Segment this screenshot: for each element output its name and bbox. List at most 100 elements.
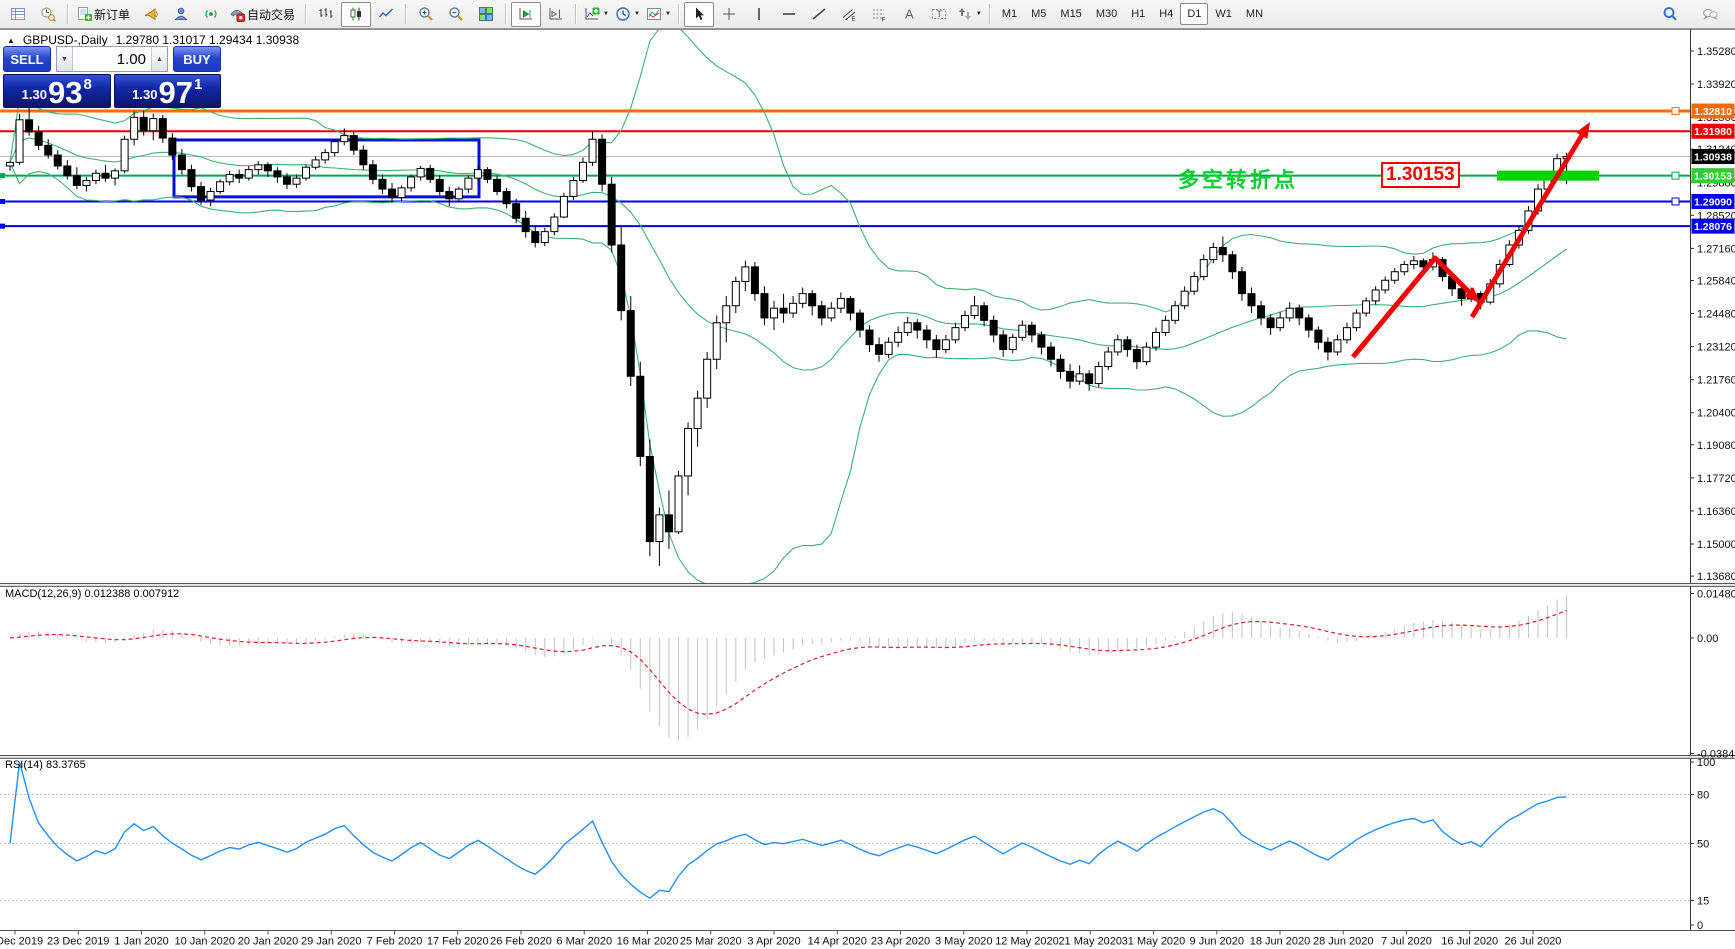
svg-text:50: 50	[1697, 839, 1709, 851]
indicators-dropdown-arrow[interactable]: ▼	[603, 11, 609, 17]
bar-chart-button[interactable]	[311, 2, 341, 27]
chart-area[interactable]: 1.352801.339201.325601.312401.298801.285…	[0, 29, 1735, 949]
svg-text:3 Dec 2019: 3 Dec 2019	[0, 936, 43, 948]
buy-price-pip: 1	[193, 76, 203, 93]
svg-text:16 Jul 2020: 16 Jul 2020	[1441, 936, 1498, 948]
buy-price-big: 97	[158, 75, 193, 110]
search-button[interactable]	[1655, 2, 1685, 27]
auto-trading-icon	[230, 10, 246, 22]
price-axis: 1.352801.339201.325601.312401.298801.285…	[1690, 29, 1735, 930]
macd-panel: 0.014807 0.00 -0.038415	[9, 588, 1735, 760]
tf-mn-button[interactable]: MN	[1245, 8, 1264, 20]
svg-text:9 Jun 2020: 9 Jun 2020	[1190, 936, 1244, 948]
green-highlight-bar[interactable]	[1497, 170, 1599, 181]
svg-text:21 May 2020: 21 May 2020	[1058, 936, 1122, 948]
toolbar-separator	[505, 4, 508, 24]
svg-text:1.25840: 1.25840	[1697, 275, 1735, 287]
auto-scroll-icon	[519, 8, 533, 20]
candlestick-icon	[350, 7, 362, 21]
shapes-button[interactable]: ▼	[954, 2, 985, 27]
new-order-button[interactable]: 新订单	[73, 2, 136, 27]
svg-text:28 Jun 2020: 28 Jun 2020	[1313, 936, 1374, 948]
tf-m15-button[interactable]: M15	[1060, 8, 1082, 20]
buy-price-display[interactable]: 1.30 97 1	[113, 74, 221, 110]
periods-dropdown-arrow[interactable]: ▼	[633, 11, 640, 17]
volume-increase-button[interactable]: ▲	[151, 47, 167, 71]
svg-text:1.31980: 1.31980	[1694, 126, 1732, 138]
rsi-name: RSI(14)	[5, 759, 43, 771]
tf-m30-button[interactable]: M30	[1095, 8, 1118, 20]
tf-h1-button[interactable]: H1	[1131, 8, 1146, 20]
svg-text:1.32810: 1.32810	[1694, 106, 1732, 118]
line-chart-icon	[379, 8, 394, 18]
shapes-dropdown-arrow[interactable]: ▼	[975, 11, 982, 17]
cursor-icon	[695, 7, 704, 20]
horizontal-line-icon	[782, 13, 795, 15]
alerts-button[interactable]	[136, 2, 166, 27]
horizontal-line-button[interactable]	[774, 2, 804, 27]
bar-chart-icon	[319, 8, 333, 18]
svg-text:23 Dec 2019: 23 Dec 2019	[47, 936, 109, 948]
shapes-icon	[958, 8, 971, 20]
collapse-triangle-icon[interactable]: ▲	[7, 35, 15, 45]
tf-m5-button[interactable]: M5	[1031, 8, 1047, 20]
svg-text:100: 100	[1697, 757, 1715, 769]
tf-d1-button[interactable]: D1	[1180, 3, 1209, 25]
tile-windows-button[interactable]	[471, 2, 501, 27]
channel-button[interactable]: E	[834, 2, 864, 27]
text-button[interactable]: A	[894, 2, 924, 27]
svg-text:23 Apr 2020: 23 Apr 2020	[871, 936, 930, 948]
toolbar-separator	[677, 4, 680, 24]
auto-scroll-button[interactable]	[511, 1, 542, 27]
consolidation-rectangle[interactable]	[172, 138, 481, 199]
chart-shift-button[interactable]	[541, 2, 571, 27]
price-flag-annotation[interactable]: 1.30153	[1381, 162, 1460, 188]
sell-button[interactable]: SELL	[3, 46, 51, 72]
tester-button[interactable]	[33, 2, 63, 27]
fibonacci-button[interactable]: F	[864, 2, 894, 27]
community-button[interactable]	[166, 2, 196, 27]
crosshair-button[interactable]	[714, 2, 744, 27]
chart-canvas[interactable]: 1.352801.339201.325601.312401.298801.285…	[0, 29, 1735, 949]
turning-point-annotation[interactable]: 多空转折点	[1178, 169, 1298, 192]
svg-text:1.28076: 1.28076	[1694, 221, 1732, 233]
trendline-icon	[812, 8, 826, 20]
sell-price-display[interactable]: 1.30 93 8	[3, 74, 111, 108]
sell-price-big: 93	[47, 75, 83, 110]
market-watch-button[interactable]	[3, 2, 33, 27]
svg-text:80: 80	[1697, 790, 1709, 802]
line-chart-button[interactable]	[371, 2, 401, 27]
periods-button[interactable]: ▼	[612, 2, 643, 27]
chat-button[interactable]	[1695, 2, 1725, 27]
zoom-in-button[interactable]	[411, 2, 441, 27]
svg-text:1.20400: 1.20400	[1697, 408, 1735, 420]
tf-w1-button[interactable]: W1	[1215, 8, 1232, 20]
volume-decrease-button[interactable]: ▼	[57, 47, 73, 71]
template-button[interactable]: ▼	[643, 2, 674, 27]
tf-m1-button[interactable]: M1	[1001, 8, 1018, 20]
volume-value[interactable]: 1.00	[116, 50, 146, 68]
search-icon	[1663, 7, 1677, 21]
trend-arrows-layer	[1351, 122, 1590, 359]
toolbar-separator	[405, 4, 408, 24]
zoom-out-button[interactable]	[441, 2, 471, 27]
tf-h4-button[interactable]: H4	[1159, 8, 1174, 20]
new-order-icon	[78, 7, 92, 21]
candlestick-button[interactable]	[341, 1, 372, 27]
volume-stepper[interactable]: ▼ 1.00 ▲	[56, 46, 168, 72]
alerts-icon	[144, 8, 158, 21]
indicators-button[interactable]: ▼	[581, 2, 612, 27]
cursor-button[interactable]	[683, 1, 714, 27]
text-label-icon: T	[931, 9, 946, 19]
vertical-line-button[interactable]	[744, 2, 774, 27]
chart-shift-icon	[549, 8, 563, 20]
signals-button[interactable]	[196, 2, 226, 27]
buy-button[interactable]: BUY	[173, 46, 221, 72]
template-dropdown-arrow[interactable]: ▼	[664, 11, 671, 17]
signals-icon	[205, 10, 217, 18]
svg-text:1.24480: 1.24480	[1697, 309, 1735, 321]
toolbar-separator	[575, 4, 578, 24]
text-label-button[interactable]: T	[924, 2, 954, 27]
auto-trading-button[interactable]: 自动交易	[226, 2, 301, 27]
trendline-button[interactable]	[804, 2, 834, 27]
